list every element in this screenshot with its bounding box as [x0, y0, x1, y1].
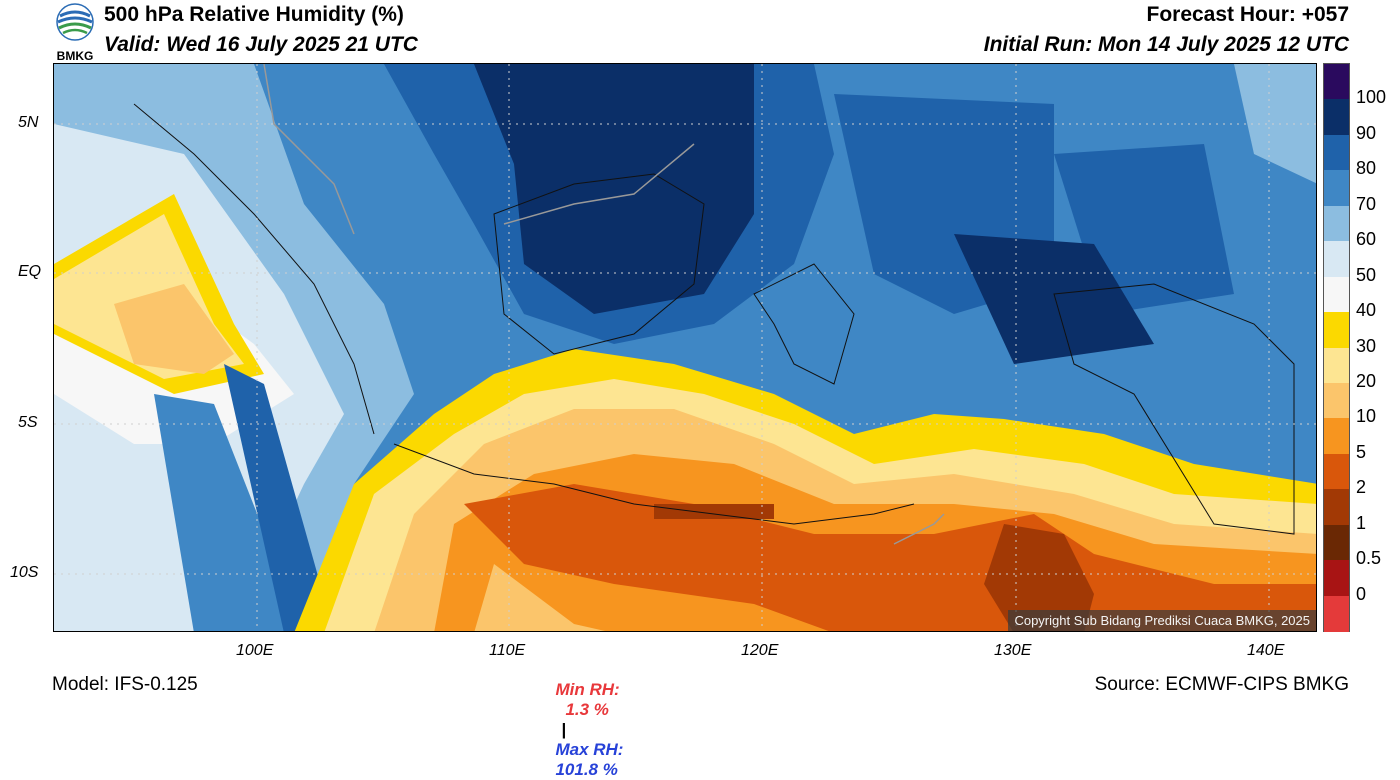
max-rh-label: Max RH:: [555, 740, 624, 759]
colorbar-label: 50: [1356, 264, 1377, 285]
map-title: 500 hPa Relative Humidity (%): [104, 3, 404, 26]
lat-tick-5n: 5N: [18, 114, 39, 131]
colorbar-label: 1: [1356, 512, 1367, 533]
rh-stats: Min RH: 1.3 % | Max RH: 101.8 %: [546, 660, 623, 780]
colorbar-label: 80: [1356, 158, 1377, 179]
max-rh-value: 101.8 %: [555, 760, 618, 779]
graticule: [54, 64, 1316, 631]
lat-tick-eq: EQ: [18, 263, 42, 280]
colorbar-segment: [1324, 489, 1349, 526]
colorbar-segment: [1324, 382, 1349, 419]
colorbar-label: 2: [1356, 477, 1367, 498]
colorbar-segment: [1324, 170, 1349, 207]
valid-time: Valid: Wed 16 July 2025 21 UTC: [104, 33, 418, 56]
lon-tick-110e: 110E: [489, 642, 526, 659]
colorbar-segment: [1324, 276, 1349, 313]
colorbar-segment: [1324, 312, 1349, 348]
colorbar-segment: [1324, 524, 1349, 561]
colorbar-label: 20: [1356, 370, 1377, 391]
forecast-hour: Forecast Hour: +057: [1146, 3, 1350, 26]
colorbar-label: 60: [1356, 229, 1377, 250]
source-label: Source: ECMWF-CIPS BMKG: [1094, 674, 1349, 695]
colorbar-segment: [1324, 241, 1349, 278]
colorbar-segment: [1324, 347, 1349, 384]
colorbar-label: 100: [1356, 87, 1387, 108]
colorbar-label: 90: [1356, 122, 1377, 143]
colorbar-label: 0: [1356, 583, 1367, 604]
bmkg-logo: BMKG: [52, 2, 98, 63]
lon-tick-120e: 120E: [741, 642, 779, 659]
model-label: Model: IFS-0.125: [52, 674, 198, 695]
lon-tick-140e: 140E: [1247, 642, 1285, 659]
lon-tick-100e: 100E: [236, 642, 274, 659]
colorbar-label: 70: [1356, 193, 1377, 214]
colorbar-label: 40: [1356, 300, 1377, 321]
logo-text: BMKG: [56, 49, 94, 63]
copyright-label: Copyright Sub Bidang Prediksi Cuaca BMKG…: [1008, 610, 1316, 631]
bmkg-logo-icon: [56, 3, 94, 41]
colorbar-segment: [1324, 99, 1349, 136]
colorbar-segment: [1324, 560, 1349, 597]
colorbar-label: 5: [1356, 441, 1367, 462]
min-rh-value: 1.3 %: [565, 700, 609, 719]
colorbar-segment: [1324, 205, 1349, 242]
colorbar-label: 10: [1356, 406, 1377, 427]
lon-tick-130e: 130E: [994, 642, 1032, 659]
colorbar-segment: [1324, 134, 1349, 171]
min-rh-label: Min RH:: [555, 680, 620, 699]
colorbar-label: 0.5: [1356, 548, 1382, 569]
lat-tick-10s: 10S: [10, 564, 39, 581]
initial-run: Initial Run: Mon 14 July 2025 12 UTC: [983, 33, 1349, 56]
stats-separator: |: [561, 720, 567, 739]
humidity-field: [54, 64, 1316, 631]
lat-tick-5s: 5S: [18, 414, 38, 431]
colorbar-segment: [1324, 418, 1349, 455]
colorbar: [1323, 63, 1350, 632]
colorbar-segment: [1324, 453, 1349, 490]
humidity-map: Copyright Sub Bidang Prediksi Cuaca BMKG…: [53, 63, 1317, 632]
colorbar-segment: [1324, 64, 1349, 100]
colorbar-segment: [1324, 595, 1349, 632]
colorbar-label: 30: [1356, 335, 1377, 356]
